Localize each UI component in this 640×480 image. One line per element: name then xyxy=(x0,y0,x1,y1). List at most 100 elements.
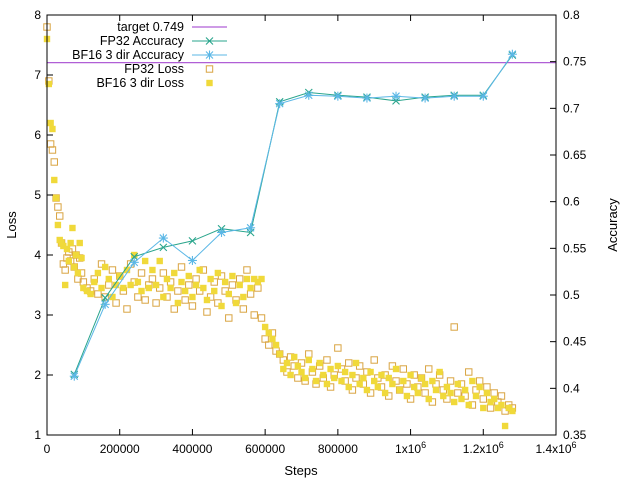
legend-label: FP32 Accuracy xyxy=(100,34,185,48)
data-point xyxy=(371,377,378,385)
data-point xyxy=(334,362,342,370)
data-point xyxy=(174,299,182,307)
data-point xyxy=(218,302,225,310)
data-point xyxy=(211,287,218,295)
data-point xyxy=(170,305,178,313)
y-right-tick-label: 0.8 xyxy=(563,8,580,22)
data-point xyxy=(458,395,465,403)
data-point xyxy=(294,362,302,370)
data-point xyxy=(148,275,157,283)
data-point xyxy=(272,341,280,349)
data-point xyxy=(501,422,509,430)
data-point xyxy=(171,269,178,277)
y-left-tick-label: 4 xyxy=(34,248,41,262)
data-point xyxy=(91,278,98,286)
data-point xyxy=(236,281,243,289)
data-point xyxy=(98,284,105,292)
data-point xyxy=(141,257,149,265)
data-point xyxy=(50,158,58,166)
data-point xyxy=(47,119,54,127)
data-point xyxy=(389,380,396,388)
data-point xyxy=(243,275,251,283)
data-point xyxy=(265,329,272,337)
x-tick-label: 200000 xyxy=(100,442,140,456)
data-point xyxy=(370,356,378,364)
data-point xyxy=(497,392,506,400)
data-point xyxy=(261,335,269,343)
data-point xyxy=(261,323,269,331)
data-point xyxy=(130,252,139,261)
data-point xyxy=(338,377,345,385)
data-point xyxy=(421,389,429,397)
data-point xyxy=(465,401,472,409)
data-point xyxy=(203,308,211,316)
data-point xyxy=(436,368,443,376)
legend-marker xyxy=(206,79,213,87)
data-point xyxy=(334,344,342,352)
data-point xyxy=(167,284,174,292)
y-right-tick-label: 0.45 xyxy=(563,335,587,349)
data-point xyxy=(221,278,229,286)
x-tick-label: 1.4x106 xyxy=(535,440,576,456)
data-point xyxy=(246,223,256,233)
data-point xyxy=(440,392,447,400)
data-point xyxy=(396,386,403,394)
data-point xyxy=(185,272,192,280)
data-point xyxy=(494,404,502,412)
data-point xyxy=(109,293,116,301)
series-line xyxy=(73,54,513,375)
data-point xyxy=(385,374,392,382)
data-point xyxy=(123,305,131,313)
data-point xyxy=(352,359,360,367)
data-point xyxy=(217,227,227,237)
data-point xyxy=(425,365,433,373)
data-point xyxy=(312,377,320,385)
data-point xyxy=(304,90,314,100)
data-point xyxy=(54,203,62,211)
data-point xyxy=(52,194,60,202)
data-point xyxy=(78,254,85,262)
data-point xyxy=(134,293,142,301)
y-right-tick-label: 0.6 xyxy=(563,195,580,209)
data-point xyxy=(341,368,349,376)
axis-ticks-layer: 0 200000 400000 600000 800000 1x106 1.2x106 1.4… xyxy=(34,8,586,456)
data-point xyxy=(283,359,291,367)
data-point xyxy=(67,239,74,247)
data-point xyxy=(54,221,62,229)
x-tick-label: 600000 xyxy=(245,442,285,456)
data-point xyxy=(323,380,331,388)
data-point xyxy=(294,374,302,382)
data-point xyxy=(309,365,316,373)
legend-label: target 0.749 xyxy=(117,20,184,34)
y-left-tick-label: 6 xyxy=(34,128,41,142)
data-point xyxy=(200,284,207,292)
data-point xyxy=(80,284,87,292)
data-point xyxy=(507,49,517,59)
data-point xyxy=(120,284,127,292)
data-point xyxy=(454,380,462,388)
y-right-tick-label: 0.65 xyxy=(563,148,587,162)
legend-entry: BF16 3 dir Loss xyxy=(96,76,213,90)
data-point xyxy=(374,383,382,391)
data-point xyxy=(159,269,168,277)
data-point xyxy=(429,377,436,385)
data-point xyxy=(301,374,309,382)
data-point xyxy=(61,281,69,289)
legend-entry: FP32 Loss xyxy=(124,62,214,76)
data-point xyxy=(149,266,156,274)
data-point xyxy=(483,383,491,391)
y-left-tick-label: 7 xyxy=(34,68,41,82)
y-left-tick-label: 8 xyxy=(34,8,41,22)
data-point xyxy=(392,365,400,373)
legend-marker xyxy=(205,37,214,45)
data-point xyxy=(225,290,232,298)
data-point xyxy=(498,401,505,409)
data-point xyxy=(59,260,68,268)
data-point xyxy=(239,305,248,313)
data-point xyxy=(451,398,458,406)
data-point xyxy=(443,383,451,391)
data-point xyxy=(450,323,458,331)
data-point xyxy=(360,374,367,382)
y-right-axis-label: Accuracy xyxy=(605,198,620,252)
data-point xyxy=(178,278,185,286)
